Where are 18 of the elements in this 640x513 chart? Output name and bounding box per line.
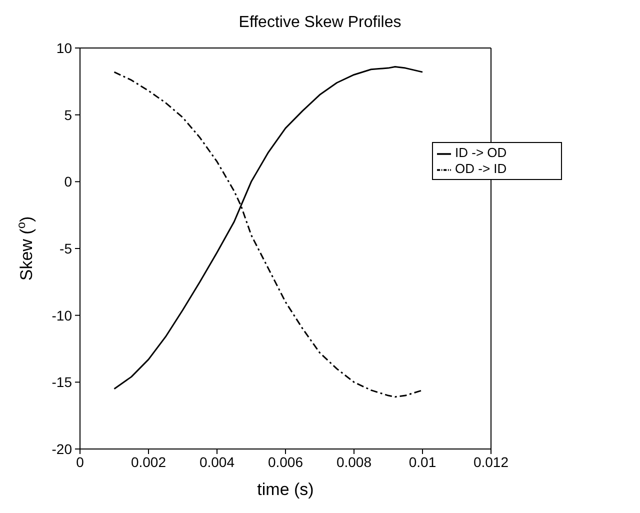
y-tick-label: -10 <box>52 307 72 324</box>
y-tick-label: 0 <box>64 174 72 190</box>
x-tick-label: 0 <box>76 454 84 470</box>
legend-label: ID -> OD <box>455 145 507 160</box>
x-tick-label: 0.002 <box>130 454 166 470</box>
y-tick-label: -20 <box>52 440 72 457</box>
y-tick-label: 10 <box>56 40 72 56</box>
y-tick-label: -15 <box>52 374 72 390</box>
x-tick-label: 0.012 <box>473 454 509 470</box>
x-tick-label: 0.006 <box>268 454 304 470</box>
x-tick-label: 0.008 <box>336 454 372 470</box>
y-tick-label: -5 <box>60 240 72 256</box>
x-axis-title: time (s) <box>257 480 314 499</box>
x-tick-label: 0.01 <box>408 454 436 470</box>
chart-title: Effective Skew Profiles <box>238 13 402 32</box>
legend-label: OD -> ID <box>455 161 507 176</box>
y-tick-label: 5 <box>64 106 72 123</box>
x-tick-label: 0.004 <box>199 454 235 470</box>
